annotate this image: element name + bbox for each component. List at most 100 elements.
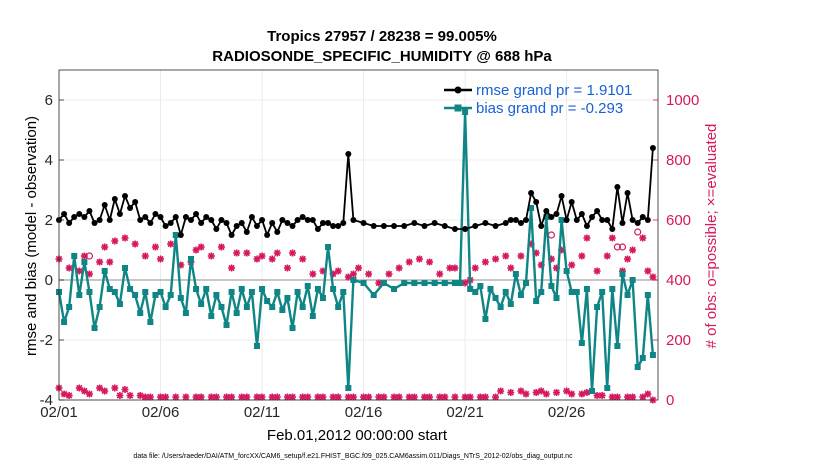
nobs-evaluated-point	[578, 252, 586, 260]
bias-point	[147, 319, 154, 325]
nobs-possible-point	[618, 243, 627, 251]
bias-point	[451, 280, 458, 286]
rmse-point	[319, 220, 326, 226]
bias-point	[350, 277, 357, 283]
bias-point	[309, 313, 316, 319]
bias-point	[314, 286, 321, 292]
nobs-stroke	[106, 258, 113, 266]
bias-point	[649, 352, 656, 358]
rmse-point	[350, 217, 357, 223]
bias-point	[482, 316, 489, 322]
plot-area	[59, 70, 658, 400]
bias-point	[66, 304, 73, 310]
x-tick-label: 02/01	[40, 404, 78, 421]
rmse-point	[152, 211, 159, 217]
nobs-stroke	[284, 393, 291, 401]
rmse-point	[76, 211, 83, 217]
rmse-point	[629, 217, 636, 223]
rmse-point	[279, 217, 286, 223]
rmse-point	[380, 223, 387, 229]
bias-point	[457, 280, 464, 286]
nobs-low-point	[299, 393, 307, 401]
rmse-point	[106, 217, 113, 223]
bias-point	[289, 325, 296, 331]
bias-point	[487, 286, 494, 292]
nobs-stroke	[314, 393, 322, 401]
nobs-low-point	[289, 393, 297, 401]
bias-point	[137, 310, 144, 316]
nobs-stroke	[238, 393, 245, 401]
nobs-stroke	[395, 264, 403, 272]
rmse-point	[284, 220, 291, 226]
nobs-evaluated-point	[436, 270, 444, 278]
nobs-low-point	[75, 384, 83, 392]
bias-point	[127, 286, 134, 292]
nobs-stroke	[319, 393, 327, 401]
bias-point	[619, 271, 626, 277]
nobs-low-point	[96, 384, 104, 392]
nobs-stroke	[218, 243, 225, 251]
bias-point	[157, 289, 164, 295]
rmse-point	[594, 208, 601, 214]
y-tick-right-label: 800	[666, 152, 691, 169]
rmse-point	[299, 214, 306, 220]
nobs-stroke	[208, 393, 215, 401]
rmse-point	[619, 220, 626, 226]
rmse-point	[86, 208, 93, 214]
rmse-point	[203, 214, 210, 220]
bias-point	[284, 295, 291, 301]
nobs-low-point	[258, 393, 266, 401]
bias-point	[578, 340, 585, 346]
nobs-stroke	[502, 252, 509, 260]
rmse-point	[482, 220, 489, 226]
bias-point	[116, 301, 123, 307]
bias-point	[599, 289, 606, 295]
nobs-low-point	[451, 393, 459, 401]
nobs-evaluated-point	[258, 252, 266, 260]
nobs-low-point	[162, 393, 170, 401]
bias-point	[208, 313, 215, 319]
nobs-stroke	[644, 267, 652, 275]
nobs-low-point	[172, 393, 180, 401]
rmse-point	[101, 202, 108, 208]
nobs-low-point	[644, 390, 652, 398]
x-tick-label: 02/26	[548, 404, 586, 421]
rmse-point	[182, 214, 189, 220]
bias-point	[609, 286, 616, 292]
nobs-evaluated-point	[273, 249, 281, 257]
nobs-stroke	[355, 264, 362, 272]
bias-point	[523, 280, 530, 286]
nobs-low-point	[481, 393, 489, 401]
nobs-stroke	[492, 393, 499, 401]
nobs-evaluated-point	[111, 237, 119, 245]
legend-bias-label: bias grand pr = -0.293	[476, 100, 623, 117]
nobs-low-point	[639, 393, 647, 401]
bias-point	[573, 289, 580, 295]
nobs-low-point	[228, 393, 236, 401]
bias-point	[198, 301, 205, 307]
rmse-point	[233, 223, 240, 229]
rmse-point	[421, 223, 428, 229]
nobs-low-point	[80, 387, 88, 395]
nobs-evaluated-point	[385, 270, 393, 278]
nobs-stroke	[65, 392, 73, 399]
bias-point	[61, 319, 68, 325]
nobs-series	[55, 228, 657, 404]
nobs-stroke	[197, 393, 205, 401]
legend-rmse-marker	[454, 86, 462, 94]
nobs-stroke	[517, 252, 525, 260]
rmse-point	[253, 223, 260, 229]
bias-point	[477, 283, 484, 289]
bias-point	[629, 277, 636, 283]
rmse-point	[553, 211, 560, 217]
rmse-point	[314, 226, 321, 232]
nobs-evaluated-point	[192, 246, 200, 254]
nobs-stroke	[472, 264, 479, 272]
rmse-point	[198, 220, 205, 226]
rmse-point	[568, 199, 575, 205]
nobs-evaluated-point	[355, 264, 362, 272]
bias-point	[325, 244, 332, 250]
nobs-stroke	[507, 389, 514, 396]
nobs-stroke	[629, 393, 636, 401]
bias-point	[304, 283, 311, 289]
